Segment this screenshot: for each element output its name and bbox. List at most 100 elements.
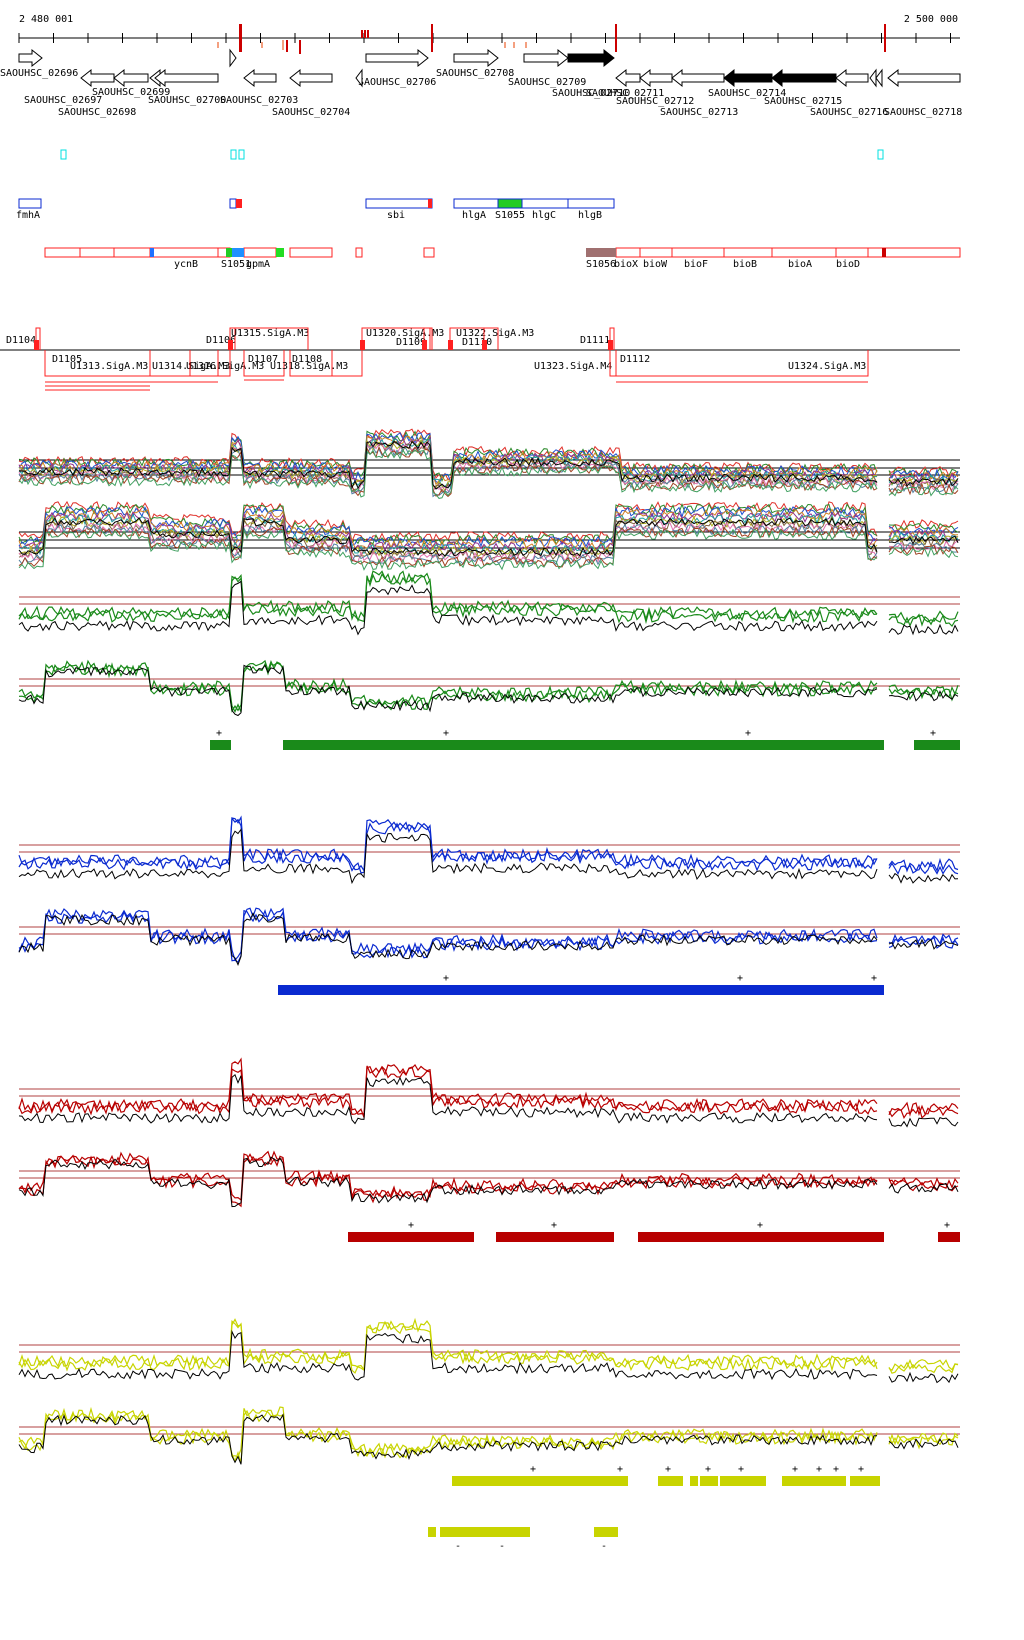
tu-bracket [361, 327, 433, 350]
condition-bar [452, 1476, 628, 1486]
tu-marker [34, 340, 39, 350]
gene-arrow [365, 48, 429, 68]
tu-label: D1105 [52, 354, 82, 365]
condition-track: + + + [18, 815, 960, 995]
gene-label: SAOUHSC_02699 [92, 87, 170, 98]
condition-bar [638, 1232, 884, 1242]
blue-feature-box [453, 198, 499, 209]
condition-track-minus: --- [428, 1527, 618, 1552]
tu-bracket [229, 327, 309, 350]
blue-feature-box [236, 199, 242, 208]
red-feature-box [671, 247, 725, 258]
gene-arrow [639, 68, 673, 88]
coordinate-axis: 2 480 001 2 500 000 [19, 14, 960, 39]
plus-marker: + [408, 1220, 414, 1231]
blue-feature-box [229, 198, 237, 209]
plus-marker: + [216, 728, 222, 739]
condition-bar [914, 740, 960, 750]
red-feature-label: bioF [684, 259, 708, 270]
condition-profile [18, 828, 959, 885]
plus-marker: + [617, 1464, 623, 1475]
condition-profile [18, 815, 959, 873]
plus-marker: + [737, 973, 743, 984]
red-feature-label: bioB [733, 259, 757, 270]
gene-label: SAOUHSC_02704 [272, 107, 350, 118]
condition-profile [18, 662, 959, 713]
tu-marker [482, 340, 487, 350]
expression-profile [18, 502, 959, 546]
gene-label: SAOUHSC_02713 [660, 107, 738, 118]
red-feature-box [586, 248, 616, 257]
plus-marker: + [665, 1464, 671, 1475]
plus-marker: + [833, 1464, 839, 1475]
condition-profile [18, 580, 959, 636]
plus-marker: + [443, 973, 449, 984]
red-feature-box [615, 247, 641, 258]
tu-bracket [615, 350, 869, 377]
red-feature-label: S1051 [221, 259, 251, 270]
blue-feature-label: sbi [387, 210, 405, 221]
condition-bar [700, 1476, 718, 1486]
gene-arrow [835, 68, 869, 88]
axis-ticks [18, 24, 951, 54]
red-feature-label: bioW [643, 259, 668, 270]
condition-profile [18, 573, 959, 628]
gene-arrow [723, 68, 773, 88]
plus-marker: + [530, 1464, 536, 1475]
red-feature-box [232, 248, 244, 257]
tu-bracket [423, 327, 431, 350]
plus-marker: + [757, 1220, 763, 1231]
plus-marker: + [745, 728, 751, 739]
cyan-feature [230, 149, 237, 160]
red-feature-box [79, 247, 115, 258]
red-feature-box [423, 247, 435, 258]
condition-tracks: + + + + + + + + + + + + + + + + + + + + - - - [18, 570, 960, 1552]
condition-profile [18, 1150, 959, 1202]
axis-end-label: 2 500 000 [904, 14, 958, 25]
tu-bracket [35, 327, 41, 350]
gene-arrow [229, 48, 237, 68]
blue-feature-box [428, 199, 432, 208]
tu-label: D1109 [396, 337, 426, 348]
gene-arrow [289, 68, 333, 88]
red-feature-box [226, 248, 232, 257]
red-feature-box [243, 247, 277, 258]
expression-profile [18, 528, 959, 571]
expression-profile [18, 436, 959, 488]
gene-arrow [154, 68, 219, 88]
minus-marker: - [499, 1541, 505, 1552]
red-feature-box [867, 247, 961, 258]
gene-label: SAOUHSC_02703 [220, 95, 298, 106]
blue-feature-box [18, 198, 42, 209]
condition-bar [594, 1527, 618, 1537]
condition-profile [18, 664, 959, 717]
red-feature-label: gpmA [246, 259, 270, 270]
red-feature-label: bioX [614, 259, 638, 270]
condition-bar [278, 985, 884, 995]
condition-track: + + + + [18, 570, 960, 750]
tu-bracket [609, 327, 615, 350]
gene-label: SAOUHSC_02696 [0, 68, 78, 79]
tu-label: U1318.SigA.M3 [270, 361, 348, 372]
condition-profile [18, 1153, 959, 1208]
red-feature-label: ycnB [174, 259, 198, 270]
expression-profile [18, 448, 959, 499]
red-feature-box [835, 247, 869, 258]
red-feature-box [771, 247, 837, 258]
condition-bar [348, 1232, 474, 1242]
plus-marker: + [858, 1464, 864, 1475]
gene-arrow [615, 68, 641, 88]
red-feature-box [276, 248, 284, 257]
tu-label: U1316.SigA.M3 [186, 361, 264, 372]
condition-profile [18, 908, 959, 963]
gene-label: SAOUHSC_02715 [764, 96, 842, 107]
minus-marker: - [455, 1541, 461, 1552]
tu-label: D1107 [248, 354, 278, 365]
gene-label: SAOUHSC_02714 [708, 88, 786, 99]
axis-start-label: 2 480 001 [19, 14, 73, 25]
tu-label: U1313.SigA.M3 [70, 361, 148, 372]
condition-track: + + + + [18, 1057, 960, 1242]
gene-arrow [243, 68, 277, 88]
